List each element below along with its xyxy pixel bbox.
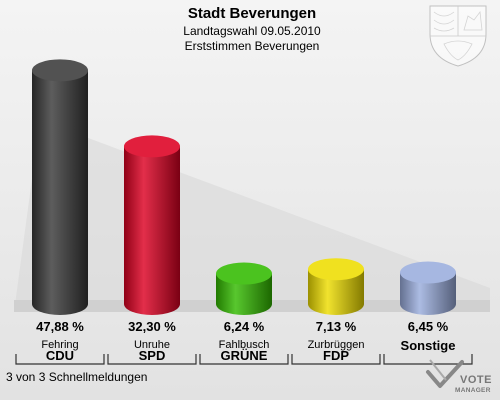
category-bracket [15,354,105,365]
bar-body [32,70,88,315]
party-label: Sonstige [401,338,456,353]
bar-group [32,59,456,315]
value-label: 6,45 % [408,319,449,334]
bar-body [216,273,272,315]
bar-top [308,258,364,281]
bar-top [124,135,180,158]
party-label: SPD [139,348,166,363]
nrw-coat-of-arms-icon [429,5,487,67]
value-label: 32,30 % [128,319,176,334]
bar-top [32,59,88,82]
bar-top [400,261,456,284]
bar-spd [124,135,180,315]
category-bracket [199,354,289,365]
value-label: 6,24 % [224,319,265,334]
bar-body [124,146,180,315]
candidate-label: Zurbrüggen [308,339,365,351]
bar-grne [216,262,272,315]
chart-subtitle-election: Landtagswahl 09.05.2010 [183,24,321,38]
category-bracket [383,354,473,365]
bar-fdp [308,258,364,315]
candidate-label: Fehring [41,339,78,351]
value-label: 7,13 % [316,319,357,334]
party-label: GRÜNE [221,348,268,363]
vote-manager-logo-icon: VOTE MANAGER [426,359,492,394]
party-label: CDU [46,348,74,363]
logo-text-vote: VOTE [460,374,492,386]
category-bracket [291,354,381,365]
bar-sonstige [400,261,456,315]
bar-top [216,262,272,285]
bar-body [400,272,456,315]
candidate-label: Unruhe [134,339,170,351]
page-title: Stadt Beverungen [188,5,316,22]
chart-subtitle-vote-type: Erststimmen Beverungen [185,39,320,53]
value-label: 47,88 % [36,319,84,334]
logo-text-manager: MANAGER [455,387,491,394]
candidate-label: Fahlbusch [219,339,270,351]
bar-body [308,269,364,315]
status-text: 3 von 3 Schnellmeldungen [6,370,147,384]
party-label: FDP [323,348,349,363]
category-bracket [107,354,197,365]
bar-cdu [32,59,88,315]
